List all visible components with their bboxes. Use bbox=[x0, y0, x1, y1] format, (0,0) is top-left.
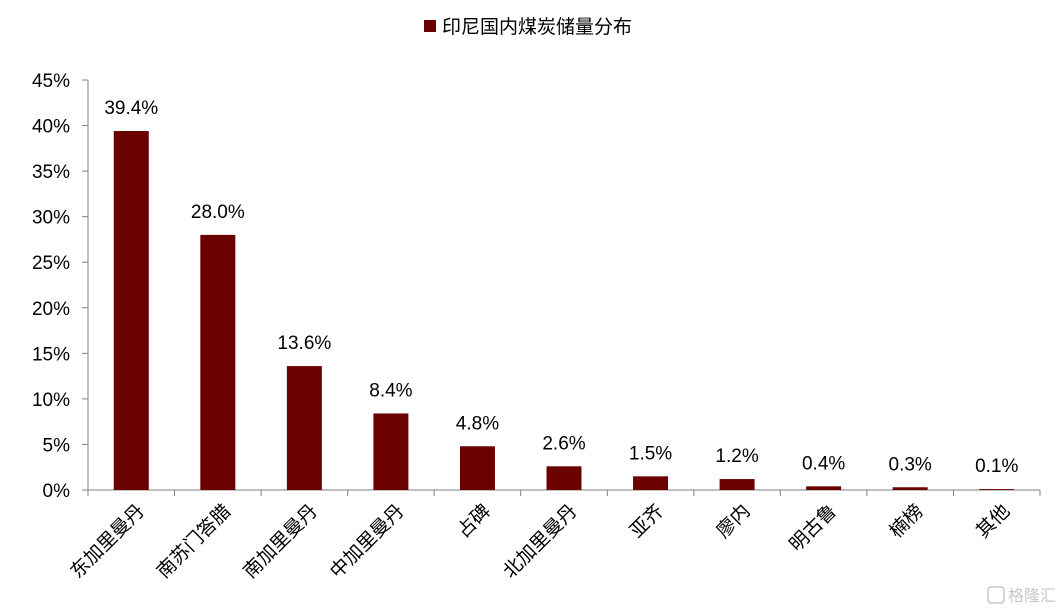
data-label: 1.5% bbox=[629, 443, 672, 464]
data-label: 8.4% bbox=[369, 380, 412, 401]
data-label: 2.6% bbox=[542, 433, 585, 454]
y-tick-label: 15% bbox=[32, 344, 70, 365]
data-label: 4.8% bbox=[456, 413, 499, 434]
legend: 印尼国内煤炭储量分布 bbox=[424, 16, 632, 38]
bar bbox=[200, 234, 236, 490]
category-label: 南苏门答腊 bbox=[153, 500, 236, 583]
category-label: 亚齐 bbox=[626, 500, 668, 542]
category-label: 明古鲁 bbox=[785, 500, 841, 556]
bar bbox=[459, 446, 495, 490]
data-label: 13.6% bbox=[277, 333, 331, 354]
y-tick-label: 0% bbox=[43, 481, 71, 502]
watermark-logo-icon bbox=[987, 586, 1005, 604]
data-label: 0.1% bbox=[975, 456, 1018, 477]
watermark-text: 格隆汇 bbox=[1008, 586, 1056, 605]
x-axis bbox=[87, 489, 1041, 496]
category-label: 廖内 bbox=[712, 500, 754, 542]
bar bbox=[979, 489, 1015, 490]
bars bbox=[113, 131, 1015, 490]
y-tick-label: 30% bbox=[32, 208, 70, 229]
category-label: 北加里曼丹 bbox=[499, 500, 582, 583]
bar bbox=[286, 366, 322, 490]
y-tick-label: 45% bbox=[32, 71, 70, 92]
data-label: 39.4% bbox=[104, 98, 158, 119]
bar bbox=[373, 413, 409, 490]
data-labels: 39.4% 28.0% 13.6% 8.4% 4.8% 2.6% 1.5% 1.2% 0.4% 0… bbox=[104, 98, 1018, 477]
category-label: 中加里曼丹 bbox=[326, 500, 409, 583]
data-label: 0.4% bbox=[802, 453, 845, 474]
category-label: 楠榜 bbox=[885, 500, 927, 542]
bar bbox=[806, 486, 842, 490]
y-tick-label: 25% bbox=[32, 253, 70, 274]
bar bbox=[633, 476, 669, 490]
y-tick-label: 10% bbox=[32, 390, 70, 411]
bar bbox=[546, 466, 582, 490]
category-label: 其他 bbox=[972, 500, 1014, 542]
data-label: 0.3% bbox=[889, 454, 932, 475]
y-tick-label: 35% bbox=[32, 162, 70, 183]
bar bbox=[113, 131, 149, 490]
category-label: 东加里曼丹 bbox=[66, 500, 149, 583]
watermark: 格隆汇 bbox=[987, 586, 1056, 605]
bar bbox=[719, 479, 755, 490]
data-label: 1.2% bbox=[715, 446, 758, 467]
category-labels: 东加里曼丹 南苏门答腊 南加里曼丹 中加里曼丹 占碑 北加里曼丹 亚齐 廖内 明古鲁 楠榜 其他 bbox=[66, 500, 1014, 583]
legend-label: 印尼国内煤炭储量分布 bbox=[442, 16, 632, 38]
data-label: 28.0% bbox=[191, 202, 245, 223]
legend-swatch bbox=[424, 20, 436, 32]
category-label: 占碑 bbox=[453, 500, 495, 542]
y-tick-label: 5% bbox=[43, 435, 71, 456]
category-label: 南加里曼丹 bbox=[239, 500, 322, 583]
y-tick-label: 20% bbox=[32, 299, 70, 320]
y-axis: 0% 5% 10% 15% 20% 25% 30% 35% 40% 45% bbox=[32, 71, 89, 502]
y-tick-label: 40% bbox=[32, 117, 70, 138]
bar bbox=[892, 487, 928, 490]
